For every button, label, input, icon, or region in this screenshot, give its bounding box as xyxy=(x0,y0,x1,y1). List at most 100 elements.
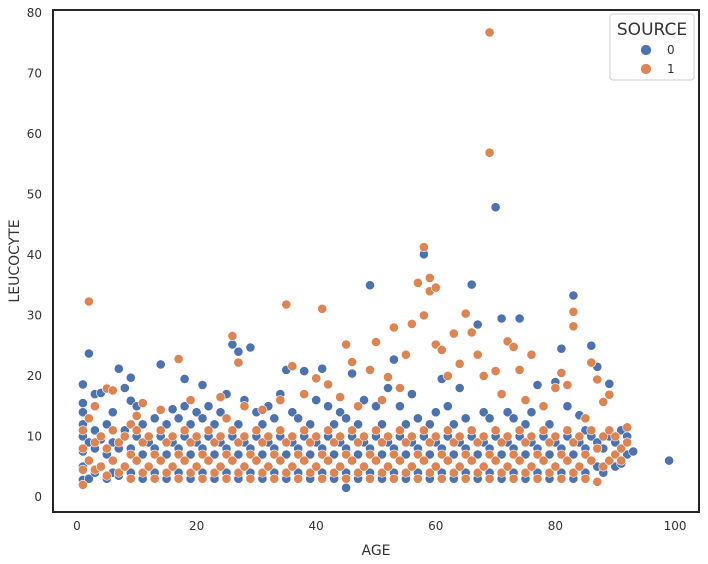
y-axis-title: LEUCOCYTE xyxy=(7,219,23,302)
data-point-source-0 xyxy=(508,413,519,424)
data-point-source-0 xyxy=(568,449,579,460)
data-point-source-0 xyxy=(520,419,531,430)
data-point-source-1 xyxy=(466,327,477,338)
data-point-source-1 xyxy=(245,449,256,460)
data-point-source-0 xyxy=(496,449,507,460)
data-point-source-1 xyxy=(448,328,459,339)
data-point-source-0 xyxy=(341,413,351,424)
data-point-source-1 xyxy=(221,449,232,460)
data-point-source-1 xyxy=(263,461,274,472)
data-point-source-1 xyxy=(125,473,136,484)
data-point-source-1 xyxy=(484,473,495,484)
data-point-source-1 xyxy=(406,318,417,329)
data-point-source-0 xyxy=(173,413,184,424)
data-point-source-1 xyxy=(604,425,615,436)
data-point-source-0 xyxy=(155,359,166,370)
data-point-source-0 xyxy=(502,407,513,418)
data-point-source-1 xyxy=(329,437,339,448)
data-point-source-1 xyxy=(532,473,543,484)
data-point-source-1 xyxy=(538,425,549,436)
data-point-source-1 xyxy=(490,425,501,436)
data-point-source-0 xyxy=(490,202,501,213)
data-point-source-1 xyxy=(400,437,411,448)
data-point-source-0 xyxy=(484,413,495,424)
data-point-source-0 xyxy=(448,449,459,460)
data-point-source-1 xyxy=(394,425,405,436)
data-point-source-0 xyxy=(197,413,208,424)
data-point-source-1 xyxy=(388,322,399,333)
data-point-source-0 xyxy=(179,373,190,384)
x-axis-title: AGE xyxy=(361,543,390,559)
data-point-source-1 xyxy=(394,383,405,393)
data-point-source-0 xyxy=(84,473,94,484)
data-point-source-1 xyxy=(592,476,603,487)
data-point-source-0 xyxy=(329,449,339,460)
data-point-source-1 xyxy=(448,437,459,448)
data-point-source-1 xyxy=(568,467,579,478)
data-point-source-0 xyxy=(113,363,124,374)
data-point-source-1 xyxy=(233,437,244,448)
data-points xyxy=(78,27,674,493)
data-point-source-1 xyxy=(568,437,579,448)
data-point-source-1 xyxy=(287,431,298,442)
data-point-source-0 xyxy=(149,413,160,424)
data-point-source-0 xyxy=(125,372,136,383)
data-point-source-1 xyxy=(221,473,232,484)
data-point-source-1 xyxy=(490,366,501,376)
data-point-source-0 xyxy=(185,449,196,460)
data-point-source-1 xyxy=(388,473,399,484)
data-point-source-1 xyxy=(131,425,142,436)
data-point-source-1 xyxy=(149,449,160,460)
data-point-source-0 xyxy=(562,401,573,412)
data-point-source-1 xyxy=(113,467,124,478)
data-point-source-1 xyxy=(574,431,585,442)
data-point-source-0 xyxy=(412,413,423,424)
data-point-source-1 xyxy=(335,392,345,402)
data-point-source-0 xyxy=(568,290,579,301)
data-point-source-1 xyxy=(442,425,453,436)
data-point-source-1 xyxy=(143,431,154,442)
x-tick-label: 20 xyxy=(189,519,204,533)
data-point-source-1 xyxy=(412,277,423,288)
data-point-source-0 xyxy=(406,389,417,399)
data-point-source-1 xyxy=(305,467,316,478)
data-point-source-1 xyxy=(502,431,513,442)
data-point-source-1 xyxy=(496,389,507,399)
data-point-source-1 xyxy=(514,425,525,436)
data-point-source-1 xyxy=(239,461,250,472)
data-point-source-1 xyxy=(239,431,250,442)
data-point-source-0 xyxy=(311,395,322,405)
data-point-source-1 xyxy=(454,358,465,369)
data-point-source-0 xyxy=(478,407,489,418)
data-point-source-1 xyxy=(371,455,381,466)
data-point-source-1 xyxy=(137,398,148,408)
data-point-source-1 xyxy=(371,337,381,347)
data-point-source-1 xyxy=(371,425,381,436)
data-point-source-0 xyxy=(161,419,172,430)
data-point-source-1 xyxy=(383,461,393,472)
data-point-source-1 xyxy=(598,431,609,442)
data-point-source-1 xyxy=(281,437,292,448)
data-point-source-1 xyxy=(305,437,316,448)
data-point-source-1 xyxy=(287,361,298,372)
data-point-source-0 xyxy=(454,383,465,393)
data-point-source-1 xyxy=(119,431,130,442)
data-point-source-1 xyxy=(622,437,633,448)
data-point-source-1 xyxy=(436,344,447,355)
data-point-source-0 xyxy=(209,419,220,430)
data-point-source-1 xyxy=(197,473,208,484)
legend-box xyxy=(609,13,695,81)
data-point-source-1 xyxy=(484,449,495,460)
legend-marker-1 xyxy=(640,63,652,75)
y-axis-ticks: 0 10 20 30 40 50 60 70 80 xyxy=(27,6,42,504)
data-point-source-0 xyxy=(341,482,351,493)
data-point-source-0 xyxy=(215,407,226,418)
data-point-source-0 xyxy=(400,449,411,460)
data-point-source-1 xyxy=(616,443,627,454)
data-point-source-1 xyxy=(347,425,357,436)
data-point-source-0 xyxy=(203,401,214,412)
data-point-source-1 xyxy=(233,357,244,368)
data-point-source-1 xyxy=(209,467,220,478)
data-point-source-1 xyxy=(215,392,226,402)
data-point-source-0 xyxy=(257,449,268,460)
